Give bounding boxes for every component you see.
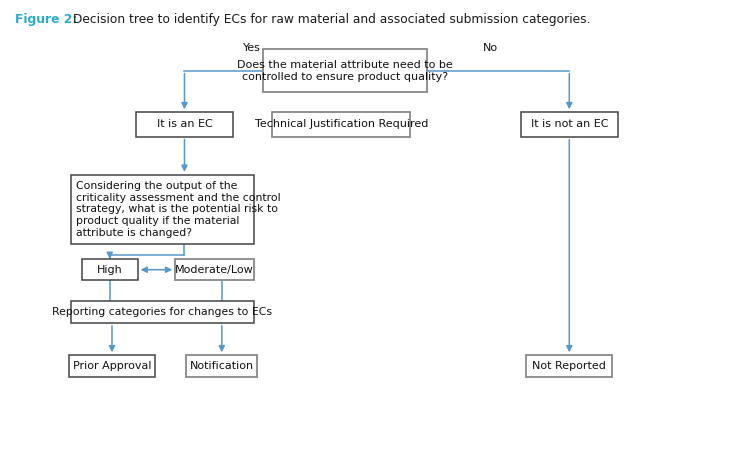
Text: Technical Justification Required: Technical Justification Required [255,119,428,130]
Text: It is not an EC: It is not an EC [530,119,608,130]
Text: Prior Approval: Prior Approval [73,361,152,371]
FancyBboxPatch shape [69,355,155,377]
Text: Does the material attribute need to be
controlled to ensure product quality?: Does the material attribute need to be c… [237,60,453,81]
FancyBboxPatch shape [526,355,612,377]
Text: No: No [483,43,499,54]
Text: Figure 2:: Figure 2: [15,13,77,26]
Text: Considering the output of the
criticality assessment and the control
strategy, w: Considering the output of the criticalit… [76,181,281,238]
Text: Not Reported: Not Reported [532,361,606,371]
Text: Yes: Yes [243,43,261,54]
Text: Notification: Notification [190,361,254,371]
Text: High: High [97,265,122,274]
FancyBboxPatch shape [136,112,233,137]
Text: Reporting categories for changes to ECs: Reporting categories for changes to ECs [52,307,272,317]
FancyBboxPatch shape [70,175,254,244]
FancyBboxPatch shape [520,112,618,137]
FancyBboxPatch shape [70,302,254,323]
Text: It is an EC: It is an EC [157,119,212,130]
FancyBboxPatch shape [263,50,428,92]
FancyBboxPatch shape [186,355,257,377]
FancyBboxPatch shape [272,112,410,137]
Text: Decision tree to identify ECs for raw material and associated submission categor: Decision tree to identify ECs for raw ma… [70,13,591,26]
FancyBboxPatch shape [82,259,138,280]
FancyBboxPatch shape [175,259,254,280]
Text: Moderate/Low: Moderate/Low [175,265,254,274]
